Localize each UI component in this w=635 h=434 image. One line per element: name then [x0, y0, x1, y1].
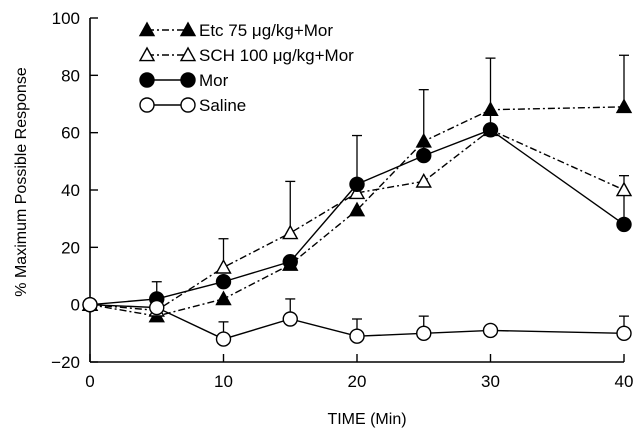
y-tick-label: 0 [71, 296, 80, 315]
data-point [616, 325, 632, 342]
data-point [215, 258, 232, 274]
data-point [282, 224, 299, 240]
y-tick-label: −20 [51, 353, 80, 372]
data-point [348, 201, 366, 217]
legend-label: Etc 75 μg/kg+Mor [199, 21, 333, 40]
x-tick-label: 40 [615, 372, 634, 391]
data-point [416, 325, 432, 342]
x-tick-label: 30 [481, 372, 500, 391]
legend-marker [179, 21, 197, 37]
data-point [615, 98, 633, 114]
legend-marker [180, 97, 196, 113]
data-point [482, 122, 499, 138]
data-point [82, 296, 98, 313]
data-point [348, 184, 366, 200]
data-point [349, 176, 365, 192]
data-point [482, 101, 499, 117]
data-point [282, 253, 298, 270]
legend: Etc 75 μg/kg+Mor SCH 100 μg/kg+Mor Mor Sali… [138, 21, 354, 115]
markers [81, 98, 633, 347]
data-point [149, 299, 165, 316]
axes: −20 0 20 40 60 80 100 0 10 20 30 40 [51, 9, 633, 391]
legend-marker [139, 72, 155, 88]
data-point [349, 328, 365, 344]
data-point [215, 331, 232, 347]
series-line [89, 128, 625, 312]
y-tick-label: 20 [61, 238, 80, 257]
legend-label: SCH 100 μg/kg+Mor [199, 46, 354, 65]
series-line [89, 129, 625, 306]
legend-label: Saline [199, 96, 246, 115]
data-point [415, 132, 432, 148]
x-tick-label: 0 [85, 372, 94, 391]
series-line [89, 303, 625, 340]
y-tick-label: 80 [61, 66, 80, 85]
legend-label: Mor [199, 71, 229, 90]
data-point [482, 322, 499, 339]
data-point [215, 274, 232, 290]
data-point [416, 147, 432, 164]
y-axis-title: % Maximum Possible Response [13, 67, 30, 297]
legend-marker [138, 21, 156, 37]
data-point [615, 181, 633, 197]
x-tick-label: 20 [348, 372, 367, 391]
legend-marker [179, 46, 197, 62]
data-point [415, 172, 432, 188]
y-tick-label: 60 [61, 124, 80, 143]
y-tick-label: 100 [52, 9, 80, 28]
y-tick-label: 40 [61, 181, 80, 200]
series-lines [89, 106, 625, 340]
x-axis-title: TIME (Min) [327, 411, 406, 428]
data-point [616, 216, 632, 233]
legend-marker [180, 72, 196, 88]
legend-marker [138, 46, 156, 62]
legend-marker [139, 97, 155, 113]
data-point [215, 290, 232, 306]
data-point [282, 311, 298, 327]
x-tick-label: 10 [214, 372, 233, 391]
